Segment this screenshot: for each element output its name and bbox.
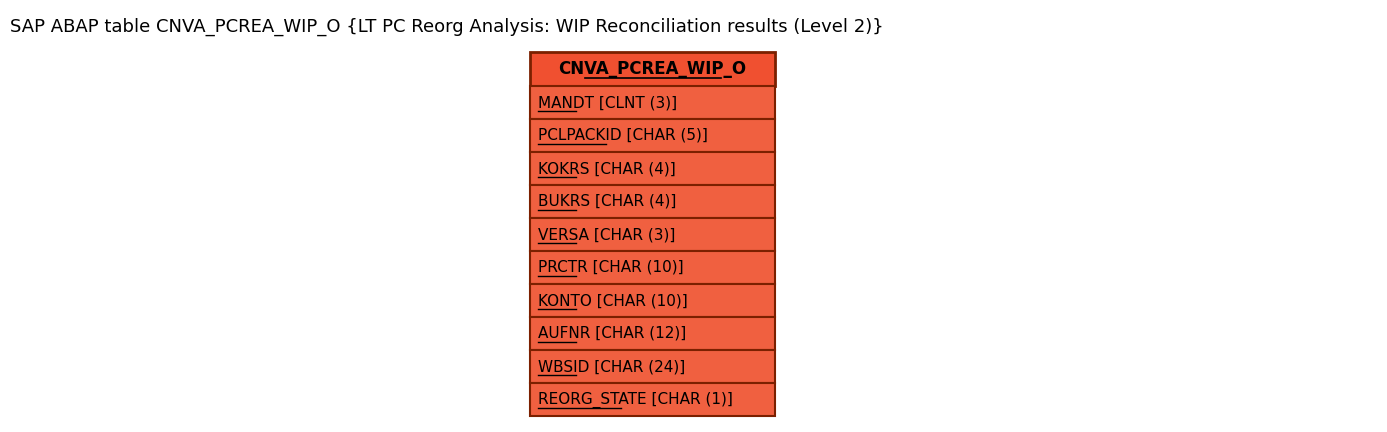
Text: REORG_STATE [CHAR (1)]: REORG_STATE [CHAR (1)]	[538, 391, 732, 408]
Bar	[530, 86, 775, 119]
Bar	[530, 52, 775, 86]
Text: PCLPACKID [CHAR (5)]: PCLPACKID [CHAR (5)]	[538, 128, 707, 143]
Text: AUFNR [CHAR (12)]: AUFNR [CHAR (12)]	[538, 326, 687, 341]
Bar	[530, 218, 775, 251]
Bar	[530, 251, 775, 284]
Bar	[530, 152, 775, 185]
Text: PRCTR [CHAR (10)]: PRCTR [CHAR (10)]	[538, 260, 684, 275]
Text: BUKRS [CHAR (4)]: BUKRS [CHAR (4)]	[538, 194, 677, 209]
Text: WBSID [CHAR (24)]: WBSID [CHAR (24)]	[538, 359, 685, 374]
Bar	[530, 185, 775, 218]
Bar	[530, 284, 775, 317]
Text: SAP ABAP table CNVA_PCREA_WIP_O {LT PC Reorg Analysis: WIP Reconciliation result: SAP ABAP table CNVA_PCREA_WIP_O {LT PC R…	[10, 18, 884, 36]
Text: VERSA [CHAR (3)]: VERSA [CHAR (3)]	[538, 227, 675, 242]
Bar	[530, 350, 775, 383]
Bar	[530, 119, 775, 152]
Bar	[530, 383, 775, 416]
Text: MANDT [CLNT (3)]: MANDT [CLNT (3)]	[538, 95, 677, 110]
Text: KONTO [CHAR (10)]: KONTO [CHAR (10)]	[538, 293, 688, 308]
Text: CNVA_PCREA_WIP_O: CNVA_PCREA_WIP_O	[559, 60, 746, 78]
Bar	[530, 317, 775, 350]
Text: KOKRS [CHAR (4)]: KOKRS [CHAR (4)]	[538, 161, 675, 176]
